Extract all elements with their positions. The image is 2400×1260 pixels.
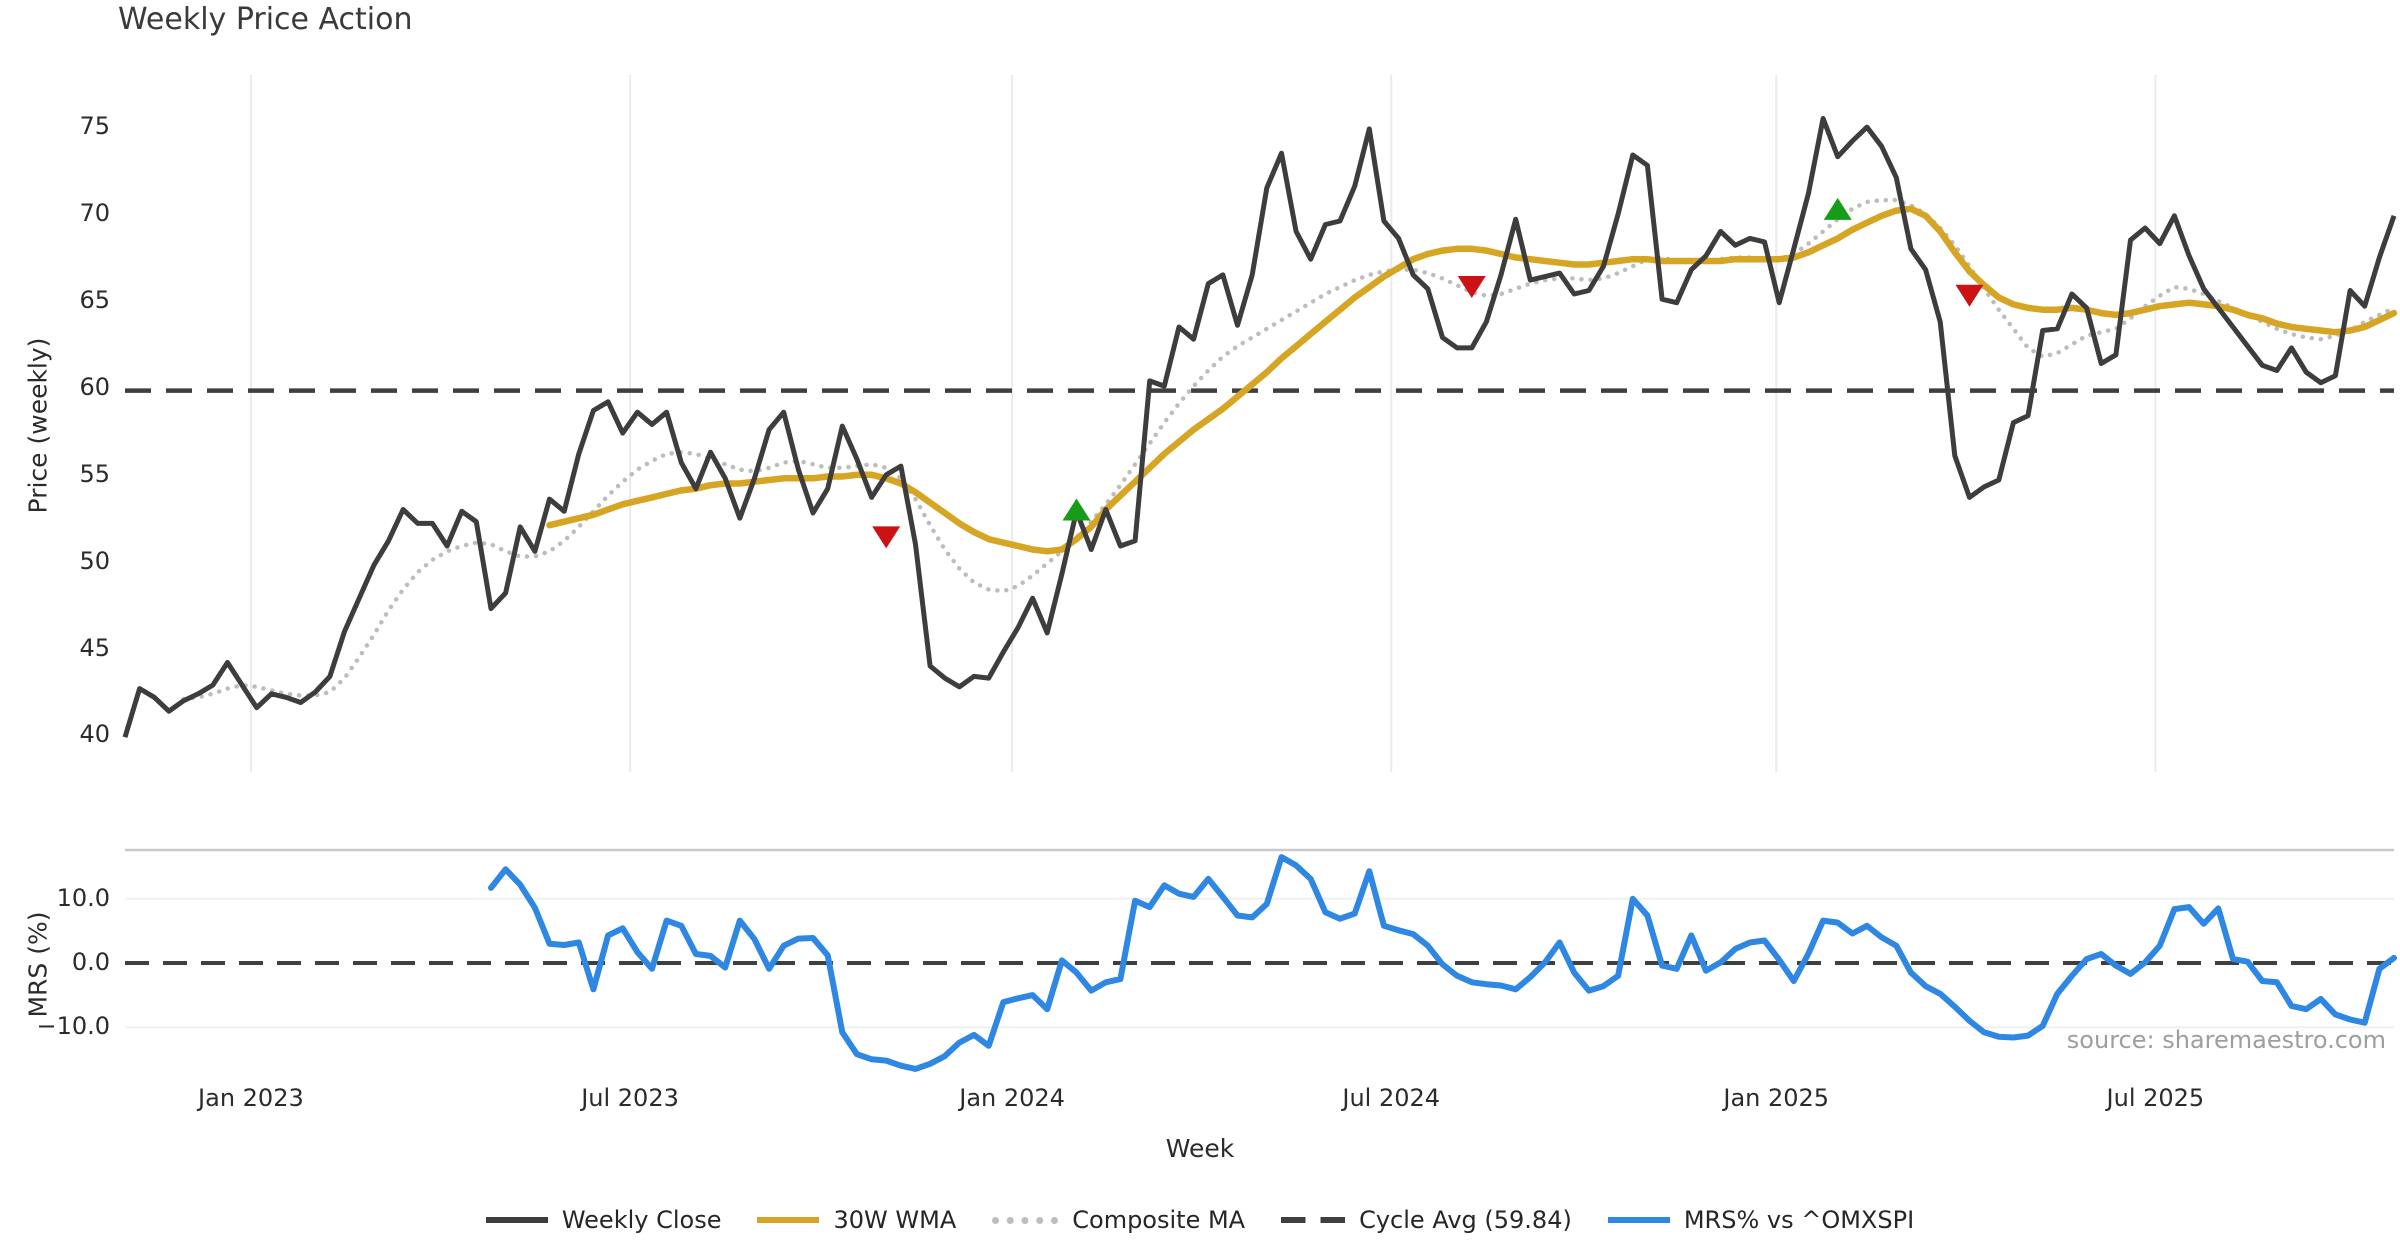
legend-item-mrs-vs-omxspi: MRS% vs ^OMXSPI [1607, 1206, 1915, 1234]
x-tick-jan-2024: Jan 2024 [959, 1084, 1065, 1112]
legend-item-cycle-avg-59-84-: Cycle Avg (59.84) [1281, 1206, 1572, 1234]
price-ytick-60: 60 [79, 372, 110, 401]
price-ytick-70: 70 [79, 199, 110, 228]
price-ytick-50: 50 [79, 546, 110, 575]
legend-item-30w-wma: 30W WMA [757, 1206, 956, 1234]
legend-item-weekly-close: Weekly Close [485, 1206, 722, 1234]
mrs-line [488, 854, 2397, 1072]
composite-ma-line [181, 197, 2397, 702]
legend-label: Cycle Avg (59.84) [1359, 1206, 1572, 1234]
legend-item-composite-ma: Composite MA [992, 1206, 1245, 1234]
x-tick-jul-2023: Jul 2023 [581, 1084, 679, 1112]
legend-swatch-dotted-gray [992, 1216, 1059, 1224]
legend-swatch-dashed-dark [1281, 1217, 1346, 1223]
legend-label: 30W WMA [833, 1206, 957, 1234]
mrs-ytick--10: −10.0 [36, 1012, 110, 1041]
weekly-close-line [122, 116, 2397, 738]
price-ytick-45: 45 [79, 633, 110, 662]
legend-swatch-solid-dark [485, 1217, 548, 1223]
sell-marker [872, 526, 901, 549]
x-tick-jul-2025: Jul 2025 [2106, 1084, 2205, 1112]
page-title: Weekly Price Action [118, 2, 413, 37]
price-ytick-55: 55 [79, 459, 110, 488]
price-ytick-40: 40 [79, 720, 110, 749]
mrs-ytick-0: 0.0 [71, 948, 110, 976]
x-axis-label: Week [1165, 1134, 1235, 1163]
mrs-ytick-10: 10.0 [56, 883, 110, 912]
x-tick-jan-2025: Jan 2025 [1723, 1084, 1830, 1112]
wma-line [546, 205, 2398, 555]
legend-label: Weekly Close [561, 1206, 722, 1234]
price-ytick-75: 75 [79, 112, 110, 141]
legend: Weekly Close 30W WMA Composite MA Cycle Avg… [0, 1206, 2400, 1234]
legend-label: Composite MA [1072, 1206, 1246, 1234]
source-credit: source: sharemaestro.com [2066, 1026, 2386, 1054]
legend-label: MRS% vs ^OMXSPI [1683, 1206, 1915, 1234]
x-tick-jan-2023: Jan 2023 [198, 1084, 304, 1112]
price-ytick-65: 65 [79, 285, 110, 314]
buy-marker [1062, 498, 1091, 521]
buy-marker [1823, 197, 1852, 220]
sell-marker [1457, 276, 1486, 299]
legend-swatch-solid-blue [1607, 1217, 1670, 1223]
legend-swatch-solid-gold [757, 1217, 820, 1223]
x-tick-jul-2024: Jul 2024 [1342, 1084, 1441, 1112]
sell-marker [1955, 284, 1984, 307]
